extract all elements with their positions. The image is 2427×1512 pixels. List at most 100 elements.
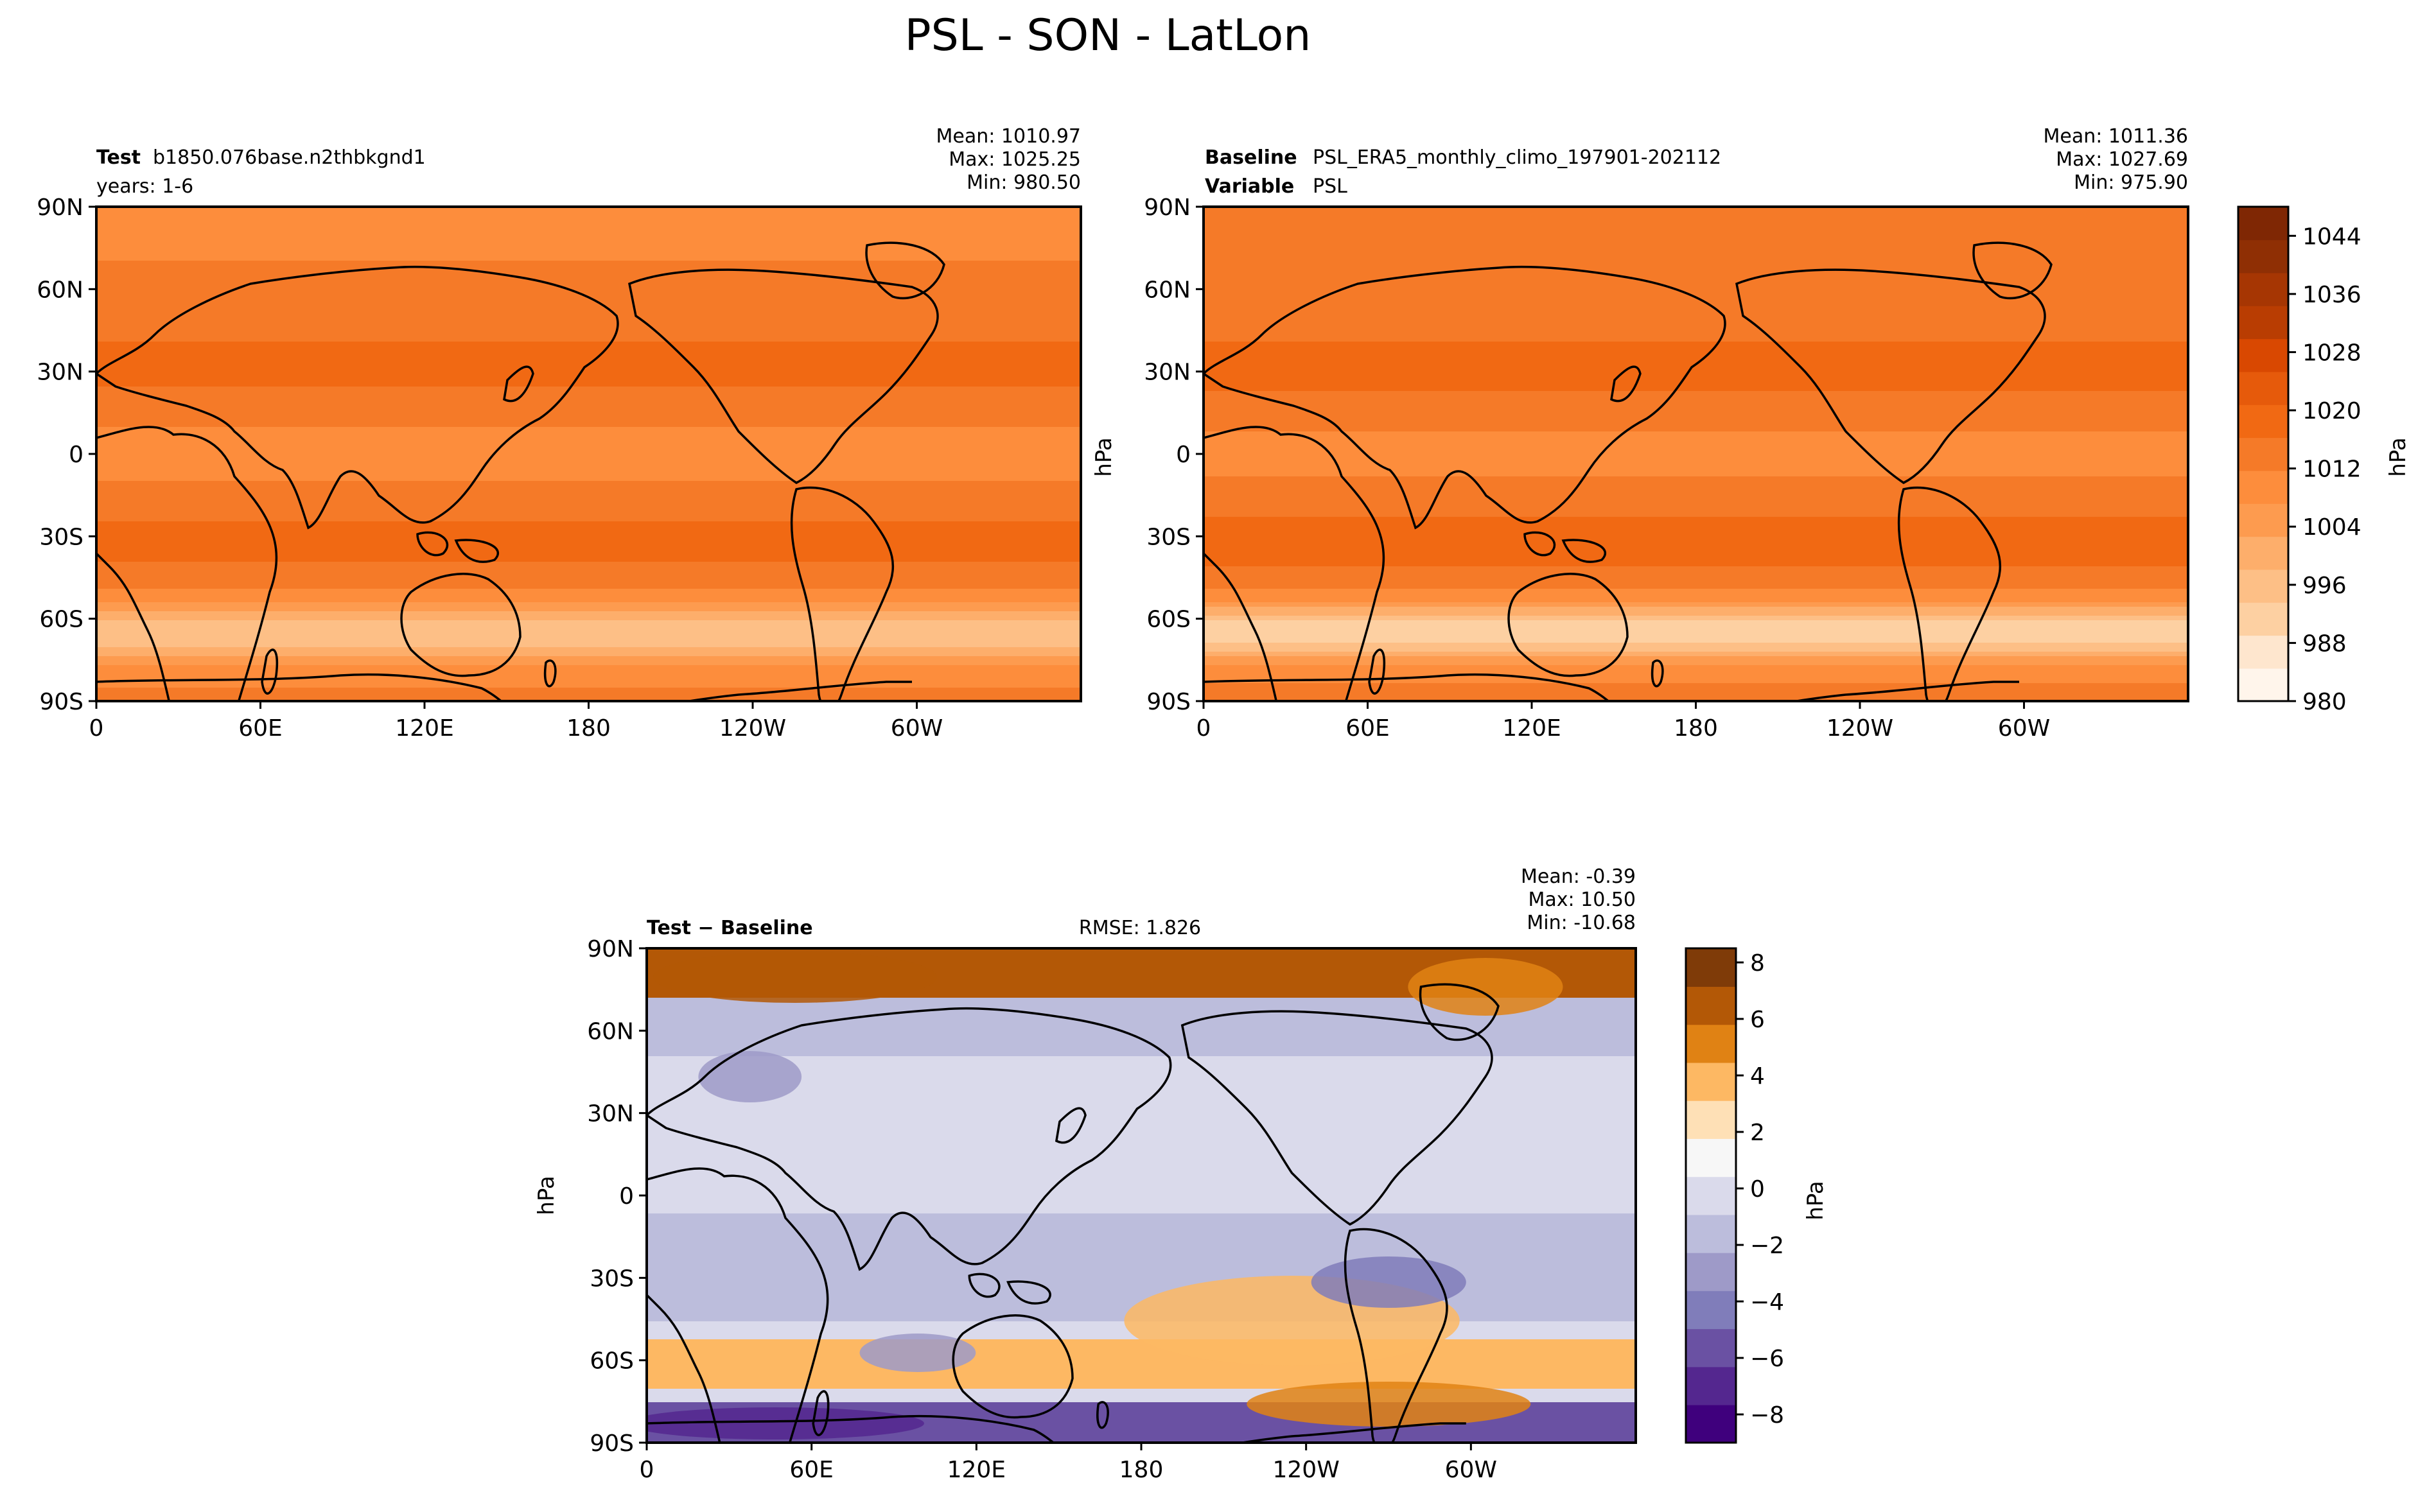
field-band xyxy=(647,1020,1636,1025)
field-band xyxy=(1204,607,2188,612)
field-band xyxy=(1204,211,2188,216)
field-band xyxy=(647,1074,1636,1079)
field-band xyxy=(1204,652,2188,657)
field-band xyxy=(96,620,1081,625)
field-band xyxy=(1204,674,2188,679)
field-band xyxy=(96,557,1081,562)
field-band xyxy=(647,1276,1636,1282)
colorbar-segment xyxy=(2238,207,2288,241)
panel-test-years: years: 1-6 xyxy=(96,175,193,198)
field-band xyxy=(96,485,1081,491)
field-band xyxy=(1204,548,2188,553)
field-band xyxy=(96,697,1081,701)
field-band xyxy=(96,629,1081,634)
field-band xyxy=(1204,575,2188,580)
colorbar-segment xyxy=(2238,536,2288,570)
colorbar-tick-label: 4 xyxy=(1750,1063,1765,1090)
lat-tick-label: 60N xyxy=(37,277,83,303)
field-band xyxy=(1204,418,2188,423)
field-band xyxy=(1204,391,2188,396)
field-band xyxy=(96,319,1081,324)
field-band xyxy=(96,292,1081,297)
field-band xyxy=(647,1398,1636,1403)
colorbar-tick-label: −6 xyxy=(1750,1346,1784,1372)
field-band xyxy=(647,1101,1636,1106)
field-band xyxy=(1204,598,2188,603)
field-band xyxy=(647,1043,1636,1048)
field-band xyxy=(96,373,1081,378)
field-band xyxy=(1204,580,2188,585)
field-band xyxy=(647,1384,1636,1389)
field-band xyxy=(647,1182,1636,1187)
field-band xyxy=(647,975,1636,980)
field-band xyxy=(647,1344,1636,1349)
colorbar-segment xyxy=(1686,1214,1736,1253)
field-band xyxy=(1204,512,2188,517)
field-band xyxy=(96,351,1081,356)
field-band xyxy=(647,957,1636,962)
panel-test-min: Min: 980.50 xyxy=(967,171,1081,194)
field-band xyxy=(647,1245,1636,1250)
field-band xyxy=(96,535,1081,540)
field-band xyxy=(1204,562,2188,567)
colorbar-segment xyxy=(2238,371,2288,405)
colorbar-segment xyxy=(1686,1252,1736,1291)
field-band xyxy=(1204,382,2188,387)
lat-tick-label: 90S xyxy=(590,1430,634,1457)
lat-tick-label: 90N xyxy=(1144,195,1191,221)
field-band xyxy=(647,1119,1636,1124)
field-band xyxy=(647,1389,1636,1394)
panel-difference-label: Test − Baseline xyxy=(647,917,813,939)
field-band xyxy=(647,1191,1636,1196)
field-band xyxy=(96,229,1081,234)
lon-tick-label: 120W xyxy=(1273,1457,1340,1483)
field-band xyxy=(96,584,1081,589)
field-band xyxy=(1204,611,2188,616)
field-band xyxy=(96,225,1081,230)
field-band xyxy=(1204,661,2188,666)
panel-baseline-value: PSL_ERA5_monthly_climo_197901-202112 xyxy=(1313,146,1721,169)
lat-tick-label: 0 xyxy=(1176,442,1191,468)
field-band xyxy=(1204,485,2188,491)
field-band xyxy=(647,1047,1636,1052)
field-band xyxy=(96,670,1081,675)
field-band xyxy=(647,1155,1636,1160)
field-band xyxy=(96,431,1081,437)
field-anomaly xyxy=(1408,958,1563,1016)
colorbar-segment xyxy=(2238,338,2288,372)
field-band xyxy=(647,1272,1636,1277)
field-band xyxy=(96,665,1081,670)
field-band xyxy=(1204,526,2188,531)
field-band xyxy=(96,279,1081,284)
field-band xyxy=(96,562,1081,567)
field-band xyxy=(647,1366,1636,1371)
field-band xyxy=(647,1002,1636,1007)
field-band xyxy=(1204,261,2188,266)
field-band xyxy=(1204,220,2188,225)
field-band xyxy=(1204,476,2188,482)
field-band xyxy=(1204,629,2188,634)
lon-tick-label: 180 xyxy=(1119,1457,1164,1483)
field-band xyxy=(647,1258,1636,1264)
field-band xyxy=(1204,310,2188,315)
colorbar-tick-label: −8 xyxy=(1750,1402,1784,1429)
field-band xyxy=(1204,333,2188,338)
lat-tick-label: 30S xyxy=(1146,524,1191,550)
lon-tick-label: 120W xyxy=(1827,715,1893,742)
field-band xyxy=(647,998,1636,1003)
field-band xyxy=(96,472,1081,477)
field-band xyxy=(96,458,1081,464)
field-band xyxy=(1204,503,2188,508)
field-band xyxy=(647,1169,1636,1174)
field-band xyxy=(96,526,1081,531)
field-band xyxy=(96,454,1081,459)
field-band xyxy=(96,683,1081,688)
lat-tick-label: 30N xyxy=(587,1101,634,1127)
field-band xyxy=(96,553,1081,558)
colorbar-segment xyxy=(1686,1404,1736,1443)
field-band xyxy=(96,409,1081,414)
field-band xyxy=(96,324,1081,329)
lon-tick-label: 0 xyxy=(89,715,104,742)
